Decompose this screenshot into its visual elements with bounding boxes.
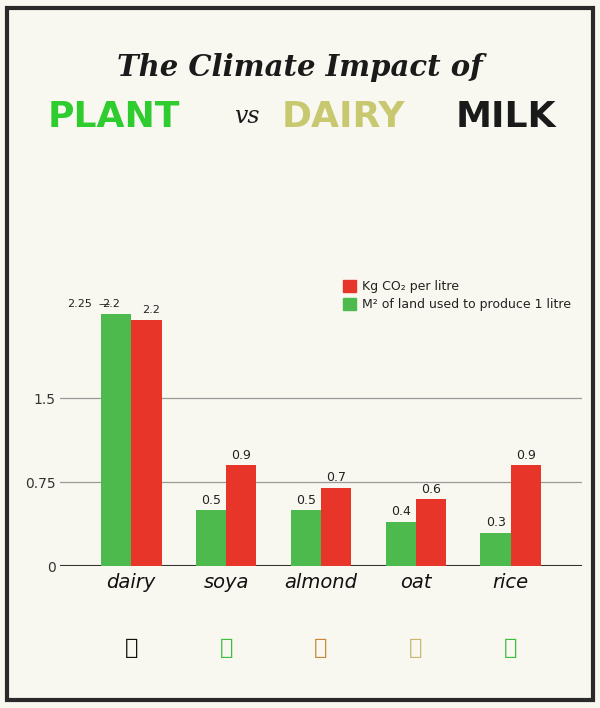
Text: 🌿: 🌿 [504,638,518,658]
Text: 2.2: 2.2 [103,299,120,309]
Bar [481,532,511,566]
Text: MILK: MILK [456,100,557,134]
Bar [416,499,446,566]
Bar [131,319,161,566]
Legend: Kg CO₂ per litre, M² of land used to produce 1 litre: Kg CO₂ per litre, M² of land used to pro… [338,275,576,316]
Text: PLANT: PLANT [48,100,181,134]
Text: 🫘: 🫘 [220,638,233,658]
Text: 🐄: 🐄 [124,638,138,658]
Text: 🌾: 🌾 [409,638,422,658]
Text: 0.9: 0.9 [232,449,251,462]
Bar [511,465,541,566]
Bar [101,314,131,566]
Text: 🌰: 🌰 [314,638,328,658]
Text: 0.6: 0.6 [421,483,441,496]
Text: 2.2: 2.2 [142,305,160,315]
Text: 0.4: 0.4 [391,505,410,518]
Bar [386,522,416,566]
Text: 2.25: 2.25 [67,299,92,309]
Bar [290,510,321,566]
Text: DAIRY: DAIRY [282,100,406,134]
Text: The Climate Impact of: The Climate Impact of [117,53,483,81]
Bar [196,510,226,566]
Text: 0.3: 0.3 [485,516,506,530]
Text: 0.5: 0.5 [201,494,221,507]
Text: —: — [98,299,109,309]
Text: vs: vs [234,105,260,128]
Text: 0.5: 0.5 [296,494,316,507]
Text: 0.9: 0.9 [516,449,536,462]
Text: 0.7: 0.7 [326,472,346,484]
Bar [226,465,256,566]
Bar [321,488,352,566]
